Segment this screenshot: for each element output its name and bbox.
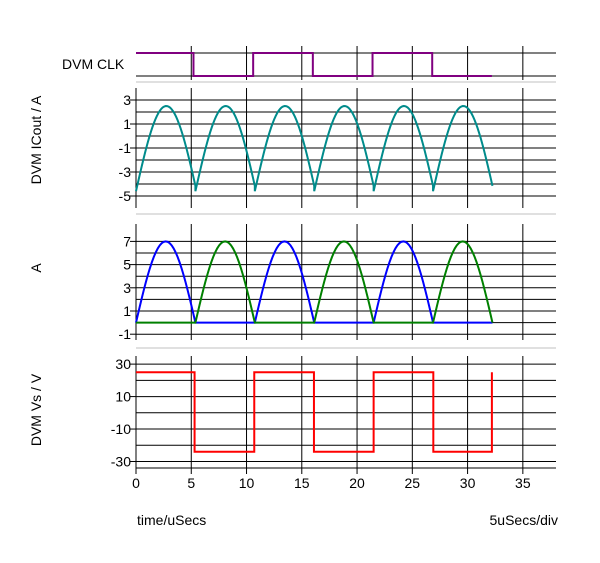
panel-4-ylabel: DVM Vs / V	[28, 373, 44, 446]
ytick-label-p3-1: 5	[123, 257, 131, 273]
icout-trace	[135, 105, 494, 192]
vs-trace	[136, 371, 493, 453]
panel-3-ylabel: A	[28, 263, 44, 273]
x-scale-label: 5uSecs/div	[490, 512, 558, 528]
current-trace-green	[136, 240, 494, 324]
ytick-label-p4-1: 10	[115, 389, 131, 405]
xtick-label-5: 25	[405, 475, 421, 491]
x-axis-label: time/uSecs	[137, 512, 206, 528]
ytick-label-p2-3: -3	[119, 164, 132, 180]
xtick-label-2: 10	[239, 475, 255, 491]
current-trace-blue	[135, 240, 493, 324]
ytick-label-p4-2: -10	[111, 421, 131, 437]
xtick-label-7: 35	[515, 475, 531, 491]
panel-2-ylabel: DVM ICout / A	[28, 95, 44, 184]
ytick-label-p4-3: -30	[111, 454, 131, 470]
clk-trace	[136, 52, 492, 77]
xtick-label-0: 0	[132, 475, 140, 491]
ytick-label-p2-1: 1	[123, 116, 131, 132]
ytick-label-p3-0: 7	[123, 233, 131, 249]
xtick-label-3: 15	[294, 475, 310, 491]
ytick-label-p3-3: 1	[123, 303, 131, 319]
ytick-label-p4-0: 30	[115, 356, 131, 372]
ytick-label-p3-4: -1	[119, 326, 132, 342]
ytick-label-p2-2: -1	[119, 140, 132, 156]
ytick-label-p3-2: 3	[123, 280, 131, 296]
chart-panels: 3 1 -1 -3 -5 7 5 3 1 -1 30 10 -10 -300 5 10 15 20 25 30 35	[111, 46, 556, 491]
ytick-label-p2-4: -5	[119, 188, 132, 204]
ytick-label-p2-0: 3	[123, 92, 131, 108]
xtick-label-1: 5	[187, 475, 195, 491]
xtick-label-6: 30	[460, 475, 476, 491]
panel-1-ylabel: DVM CLK	[62, 56, 125, 72]
xtick-label-4: 20	[349, 475, 365, 491]
